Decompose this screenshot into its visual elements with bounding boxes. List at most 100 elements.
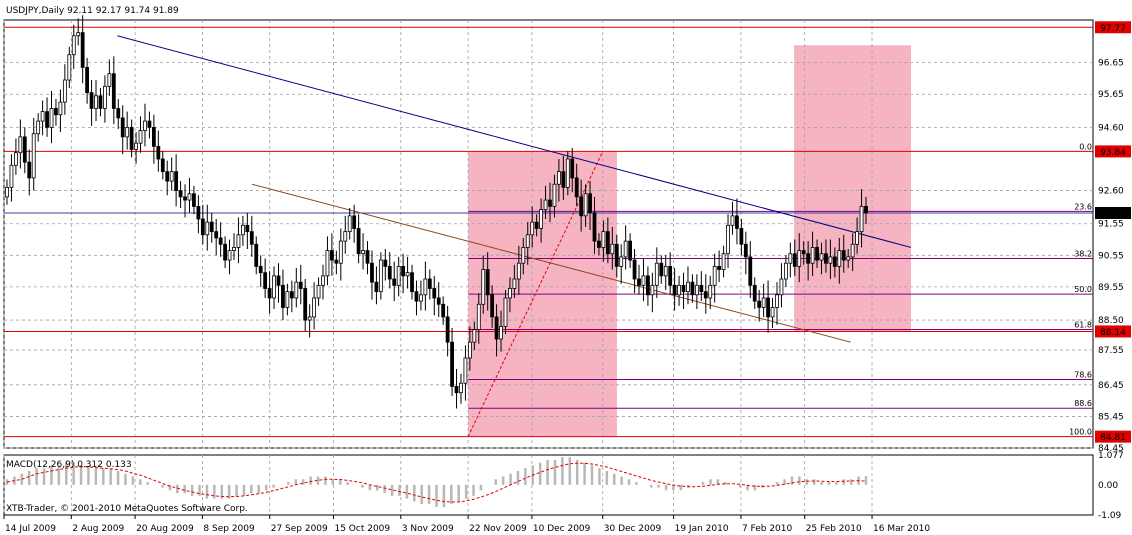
candle-body	[548, 199, 552, 207]
candle-body	[401, 265, 406, 277]
candle-body	[601, 231, 606, 248]
highlight-zone-1	[794, 45, 911, 332]
price-badge-label: 88.14	[1100, 328, 1126, 338]
candle-body	[334, 259, 339, 264]
watermark: XTB-Trader, © 2001-2010 MetaQuotes Softw…	[6, 504, 248, 514]
candle-body	[71, 35, 76, 56]
price-badge	[1095, 206, 1131, 219]
candle-body	[232, 247, 236, 251]
candle-body	[628, 240, 633, 261]
candle-body	[378, 259, 383, 293]
candle-body	[94, 95, 98, 109]
candle-body	[841, 250, 846, 261]
candle-body	[227, 250, 232, 261]
candle-body	[730, 215, 735, 226]
candle-body	[31, 133, 36, 179]
candle-body	[556, 171, 561, 185]
candle-body	[441, 303, 446, 318]
candle-body	[343, 231, 348, 242]
candle-body	[637, 278, 641, 286]
candle-body	[703, 291, 708, 299]
candle-body	[775, 294, 779, 308]
candle-body	[721, 253, 726, 270]
candle-body	[405, 272, 410, 277]
candle-body	[508, 288, 512, 299]
candle-body	[681, 284, 686, 293]
candle-body	[797, 250, 802, 267]
candle-body	[196, 205, 201, 220]
candle-body	[5, 187, 9, 198]
candle-body	[806, 253, 811, 264]
candle-body	[743, 243, 748, 258]
candle-body	[726, 224, 730, 255]
candle-body	[592, 212, 597, 242]
y-tick-label: 92.60	[1098, 187, 1124, 197]
candle-body	[463, 357, 468, 384]
candle-body	[499, 325, 503, 340]
fib-label: 38.2	[1074, 249, 1092, 258]
candle-body	[445, 316, 450, 343]
candle-body	[467, 341, 472, 359]
fib-label: 100.0	[1069, 428, 1092, 437]
candle-body	[846, 256, 851, 261]
candle-body	[485, 269, 490, 296]
fib-label: 78.6	[1074, 370, 1092, 379]
trendline-1	[251, 183, 851, 343]
price-badge-label: 84.81	[1100, 433, 1126, 443]
price-badge	[1095, 430, 1131, 443]
candle-body	[330, 250, 334, 261]
candle-body	[111, 73, 116, 109]
candle-body	[534, 221, 539, 229]
candle-body	[294, 281, 299, 299]
candle-body	[36, 120, 41, 135]
candle-body	[748, 256, 753, 286]
candle-body	[85, 66, 90, 94]
macd-panel: 1.077 0.00 -1.09	[3, 451, 1124, 521]
candle-body	[414, 291, 419, 302]
candle-body	[258, 265, 263, 274]
price-badge-label: 91.89	[1100, 209, 1126, 219]
candle-body	[223, 243, 227, 261]
x-tick-label: 19 Jan 2010	[675, 524, 729, 534]
macd-y-tick-label: -1.09	[1098, 511, 1122, 521]
candle-body	[116, 108, 121, 119]
candle-body	[752, 284, 757, 302]
y-tick-label: 85.45	[1098, 412, 1124, 422]
candle-body	[151, 126, 156, 147]
candle-body	[735, 215, 739, 229]
candle-body	[387, 265, 392, 280]
price-badge	[1095, 145, 1131, 158]
candle-body	[383, 259, 388, 267]
candle-body	[98, 95, 103, 109]
candle-body	[281, 284, 285, 308]
candle-body	[263, 272, 268, 289]
x-axis: 14 Jul 2009 2 Aug 2009 20 Aug 2009 8 Sep 20…	[3, 515, 930, 534]
fib-label: 50.0	[1074, 285, 1092, 294]
price-badge	[1095, 21, 1131, 34]
price-badge	[1095, 325, 1131, 338]
candle-body	[62, 79, 67, 103]
candle-body	[677, 284, 681, 296]
candle-body	[672, 284, 677, 296]
candles	[5, 15, 868, 409]
candle-body	[138, 130, 143, 144]
candle-body	[543, 199, 548, 210]
candle-body	[338, 240, 343, 264]
candle-body	[67, 54, 72, 81]
candle-body	[165, 171, 170, 182]
candle-body	[632, 259, 637, 280]
candle-body	[717, 265, 722, 270]
candle-body	[739, 228, 744, 245]
x-tick-label: 15 Oct 2009	[334, 524, 390, 534]
x-tick-label: 25 Feb 2010	[806, 524, 862, 534]
candle-body	[699, 284, 704, 293]
x-tick-label: 14 Jul 2009	[5, 524, 56, 534]
y-tick-label: 89.55	[1098, 283, 1124, 293]
candle-body	[712, 265, 717, 286]
candle-body	[454, 386, 459, 394]
candle-body	[525, 234, 530, 248]
price-panel: 96.65 95.65 94.60 92.60 91.55 90.55 89.55 88.50…	[3, 15, 1131, 454]
fib-label: 88.6	[1074, 399, 1092, 408]
candle-body	[392, 278, 397, 286]
